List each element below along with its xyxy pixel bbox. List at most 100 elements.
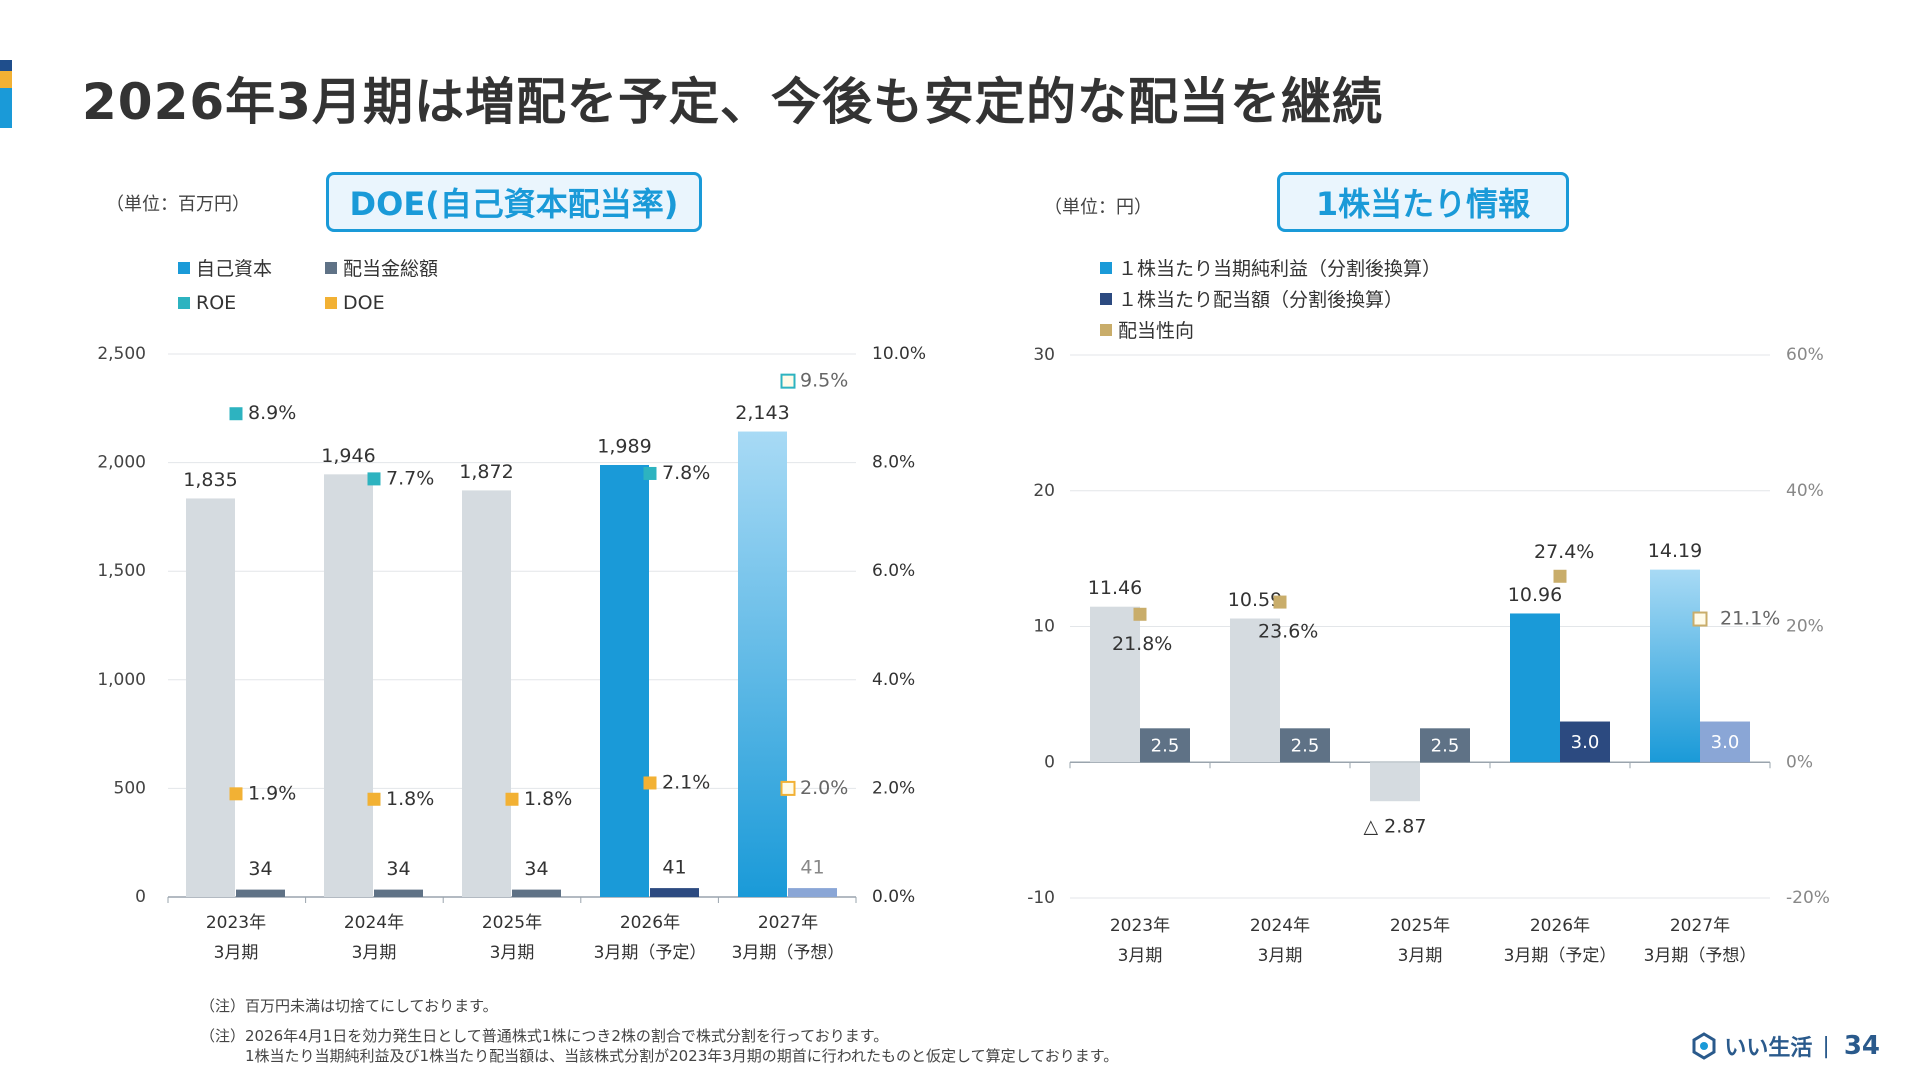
bar-value-label: 34	[248, 858, 272, 880]
bar-dividend	[1140, 728, 1190, 763]
x-tick-label: 2027年	[758, 913, 818, 933]
bar-value-label: 3.0	[1711, 732, 1740, 753]
y2-tick-label: 6.0%	[872, 561, 915, 581]
x-tick-label: 3月期	[214, 943, 259, 963]
bar-primary	[462, 490, 511, 897]
y-tick-label: 30	[1033, 345, 1055, 365]
accent-bar-yellow	[0, 71, 12, 88]
marker-payout	[1273, 595, 1287, 609]
marker-roe	[643, 466, 657, 480]
bar-value-label: △ 2.87	[1364, 816, 1427, 838]
legend-label-doe: DOE	[343, 292, 385, 314]
y2-tick-label: 4.0%	[872, 670, 915, 690]
x-tick-label: 3月期	[1398, 946, 1443, 966]
x-tick-label: 2025年	[1390, 916, 1450, 936]
accent-bar-blue	[0, 88, 12, 128]
marker-payout	[1133, 607, 1147, 621]
bar-primary	[600, 464, 649, 897]
marker-value-label: 9.5%	[800, 370, 848, 392]
legend-item-equity: 自己資本	[178, 254, 272, 281]
right-chart-title: 1株当たり情報	[1277, 172, 1569, 232]
bar-primary	[1370, 762, 1420, 802]
marker-value-label: 2.1%	[662, 771, 710, 793]
left-chart-title: DOE(自己資本配当率)	[326, 172, 702, 232]
marker-roe	[229, 407, 243, 421]
marker-doe	[643, 776, 657, 790]
marker-roe	[367, 472, 381, 486]
page-number: 34	[1843, 1031, 1880, 1061]
footer-separator: |	[1822, 1033, 1830, 1059]
accent-bar-navy	[0, 60, 12, 71]
y-tick-label: 1,000	[97, 670, 146, 690]
legend-swatch-equity	[178, 261, 190, 274]
bar-primary	[1650, 569, 1700, 763]
marker-payout	[1553, 569, 1567, 583]
marker-value-label: 1.8%	[386, 788, 434, 810]
bar-primary	[1230, 618, 1280, 763]
marker-value-label: 1.9%	[248, 782, 296, 804]
bar-value-label: 3.0	[1571, 732, 1600, 753]
marker-value-label: 1.8%	[524, 788, 572, 810]
bar-dividend	[1420, 728, 1470, 763]
legend-label-roe: ROE	[196, 292, 237, 314]
legend-item-dps: １株当たり配当額（分割後換算）	[1100, 285, 1403, 312]
x-tick-label: 3月期	[1258, 946, 1303, 966]
marker-value-label: 27.4%	[1534, 541, 1594, 563]
x-tick-label: 2024年	[344, 913, 404, 933]
x-tick-label: 3月期（予想）	[732, 943, 845, 963]
doe-chart: 0 500 1,000 1,500 2,000 2,500 0.0% 2.0% 4.0% 6.0%…	[97, 344, 926, 963]
legend-label-equity: 自己資本	[196, 258, 273, 280]
marker-payout	[1692, 611, 1708, 627]
marker-value-label: 2.0%	[800, 777, 848, 799]
x-tick-label: 2027年	[1670, 916, 1730, 936]
y-tick-label: 500	[114, 778, 146, 798]
y-tick-label: 10	[1033, 617, 1055, 637]
x-tick-label: 3月期（予定）	[594, 943, 707, 963]
y2-tick-label: 40%	[1786, 481, 1824, 501]
bar-primary	[324, 474, 373, 897]
bar-value-label: 2,143	[735, 402, 789, 424]
y2-tick-label: 0%	[1786, 752, 1813, 772]
y-tick-label: 2,000	[97, 453, 146, 473]
page-title: 2026年3月期は増配を予定、今後も安定的な配当を継続	[82, 73, 1383, 131]
legend-item-eps: １株当たり当期純利益（分割後換算）	[1100, 254, 1441, 281]
bar-value-label: 1,989	[597, 435, 651, 457]
y-tick-label: 1,500	[97, 561, 146, 581]
bar-value-label: 2.5	[1431, 735, 1460, 756]
y2-tick-label: 2.0%	[872, 778, 915, 798]
footer: いい生活 | 34	[1690, 1030, 1880, 1062]
marker-value-label: 7.8%	[662, 462, 710, 484]
marker-doe	[229, 787, 243, 801]
bar-value-label: 2.5	[1151, 735, 1180, 756]
bar-dividend	[1280, 728, 1330, 763]
legend-label-dividend-total: 配当金総額	[343, 258, 439, 280]
marker-value-label: 21.8%	[1112, 633, 1172, 655]
x-tick-label: 3月期	[1118, 946, 1163, 966]
marker-value-label: 21.1%	[1720, 608, 1780, 630]
y2-tick-label: 60%	[1786, 345, 1824, 365]
y2-tick-label: 20%	[1786, 617, 1824, 637]
right-legend: １株当たり当期純利益（分割後換算） １株当たり配当額（分割後換算） 配当性向	[1100, 254, 1600, 344]
bar-dividend	[1700, 721, 1750, 763]
bar-dividend	[788, 888, 837, 897]
legend-item-payout: 配当性向	[1100, 316, 1194, 343]
left-legend: 自己資本 配当金総額 ROE DOE	[178, 254, 538, 324]
y2-tick-label: 0.0%	[872, 887, 915, 907]
bar-value-label: 10.59	[1228, 589, 1282, 611]
bar-primary	[738, 431, 787, 897]
marker-value-label: 7.7%	[386, 467, 434, 489]
bar-value-label: 1,835	[183, 469, 237, 491]
legend-item-doe: DOE	[325, 292, 385, 314]
legend-label-eps: １株当たり当期純利益（分割後換算）	[1118, 258, 1442, 280]
bar-value-label: 41	[800, 857, 824, 879]
bar-value-label: 10.96	[1508, 584, 1562, 606]
y-tick-label: -10	[1027, 888, 1055, 908]
y-tick-label: 0	[135, 887, 146, 907]
marker-value-label: 8.9%	[248, 402, 296, 424]
footnotes: （注）百万円未満は切捨てにしております。 （注）2026年4月1日を効力発生日と…	[200, 996, 1118, 1066]
legend-swatch-dps	[1100, 292, 1112, 305]
bar-dividend	[512, 889, 561, 897]
bar-dividend	[236, 889, 285, 897]
x-tick-label: 3月期	[352, 943, 397, 963]
